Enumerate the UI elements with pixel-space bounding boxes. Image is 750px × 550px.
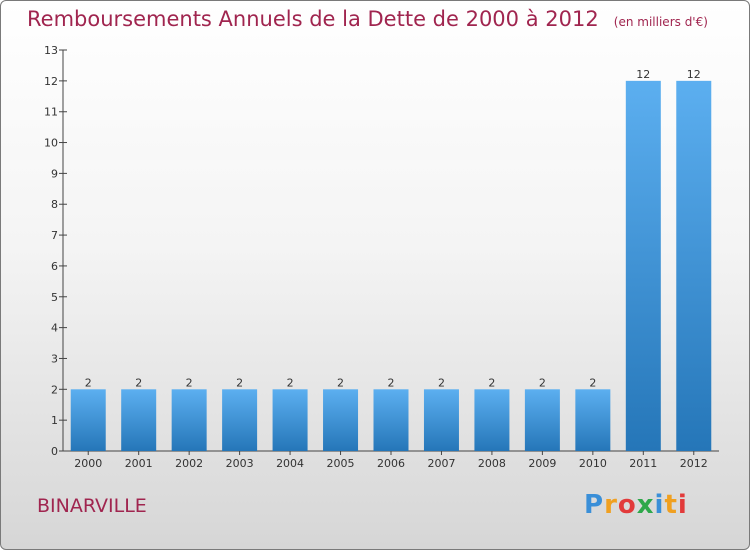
x-tick-label: 2000 (74, 457, 102, 470)
x-tick-label: 2012 (680, 457, 708, 470)
bar-value-label: 2 (488, 376, 495, 389)
logo-letter: o (617, 490, 637, 520)
logo-letter: i (677, 490, 688, 520)
y-tick-label: 13 (44, 44, 58, 57)
x-tick-label: 2010 (579, 457, 607, 470)
bar-value-label: 2 (438, 376, 445, 389)
logo-letter: x (636, 490, 655, 520)
bar-value-label: 2 (539, 376, 546, 389)
title-text: Remboursements Annuels de la Dette de 20… (27, 7, 599, 31)
y-tick-label: 5 (51, 291, 58, 304)
commune-name: BINARVILLE (37, 495, 147, 517)
bar-value-label: 2 (85, 376, 92, 389)
x-tick-label: 2004 (276, 457, 304, 470)
y-tick-label: 4 (51, 322, 58, 335)
bar (222, 389, 258, 451)
bar (423, 389, 459, 451)
bar-value-label: 2 (337, 376, 344, 389)
bar (272, 389, 308, 451)
y-tick-label: 7 (51, 229, 58, 242)
bar (373, 389, 409, 451)
bar (524, 389, 560, 451)
bar (474, 389, 510, 451)
bar (323, 389, 359, 451)
logo-letter: i (654, 490, 665, 520)
bar (70, 389, 106, 451)
y-tick-label: 0 (51, 445, 58, 458)
x-tick-label: 2011 (629, 457, 657, 470)
x-tick-label: 2008 (478, 457, 506, 470)
bar-value-label: 2 (135, 376, 142, 389)
logo-letter: t (664, 490, 678, 520)
y-tick-label: 9 (51, 167, 58, 180)
x-tick-label: 2002 (175, 457, 203, 470)
x-tick-label: 2001 (125, 457, 153, 470)
bar (171, 389, 207, 451)
x-tick-label: 2005 (327, 457, 355, 470)
bar-value-label: 2 (287, 376, 294, 389)
x-tick-label: 2003 (226, 457, 254, 470)
x-tick-label: 2007 (427, 457, 455, 470)
unit-text: (en milliers d'€) (613, 15, 708, 29)
bar-value-label: 2 (186, 376, 193, 389)
chart-title: Remboursements Annuels de la Dette de 20… (27, 7, 708, 31)
bar-value-label: 12 (687, 68, 701, 81)
bar-value-label: 2 (589, 376, 596, 389)
y-tick-label: 11 (44, 106, 58, 119)
x-tick-label: 2009 (528, 457, 556, 470)
bar (676, 80, 712, 451)
proxiti-logo: Proxiti (584, 490, 688, 520)
bar (625, 80, 661, 451)
bar-value-label: 2 (388, 376, 395, 389)
logo-letter: r (604, 490, 618, 520)
y-tick-label: 1 (51, 414, 58, 427)
bar (121, 389, 157, 451)
logo-letter: P (584, 490, 605, 520)
bar (575, 389, 611, 451)
bar-value-label: 12 (636, 68, 650, 81)
y-tick-label: 2 (51, 383, 58, 396)
bar-value-label: 2 (236, 376, 243, 389)
y-tick-label: 10 (44, 137, 58, 150)
y-tick-label: 8 (51, 198, 58, 211)
x-tick-label: 2006 (377, 457, 405, 470)
y-tick-label: 12 (44, 75, 58, 88)
y-tick-label: 3 (51, 352, 58, 365)
y-tick-label: 6 (51, 260, 58, 273)
